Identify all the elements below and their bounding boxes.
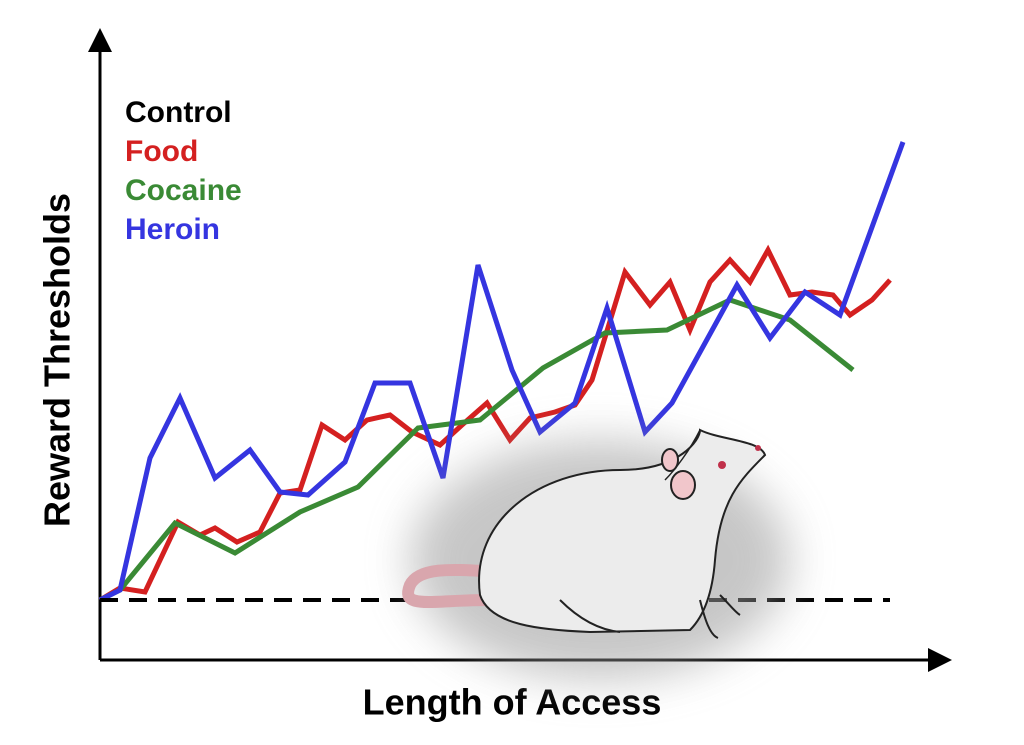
line-series bbox=[98, 141, 906, 603]
legend-entry: Food bbox=[125, 135, 198, 168]
y-axis-label: Reward Thresholds bbox=[37, 193, 78, 527]
legend-entry: Control bbox=[125, 96, 232, 129]
line-series bbox=[98, 244, 892, 603]
legend-entry: Heroin bbox=[125, 213, 220, 246]
line-series bbox=[98, 297, 855, 603]
x-axis-label: Length of Access bbox=[363, 682, 662, 723]
rat-illustration bbox=[402, 428, 790, 680]
legend-entry: Cocaine bbox=[125, 174, 242, 207]
